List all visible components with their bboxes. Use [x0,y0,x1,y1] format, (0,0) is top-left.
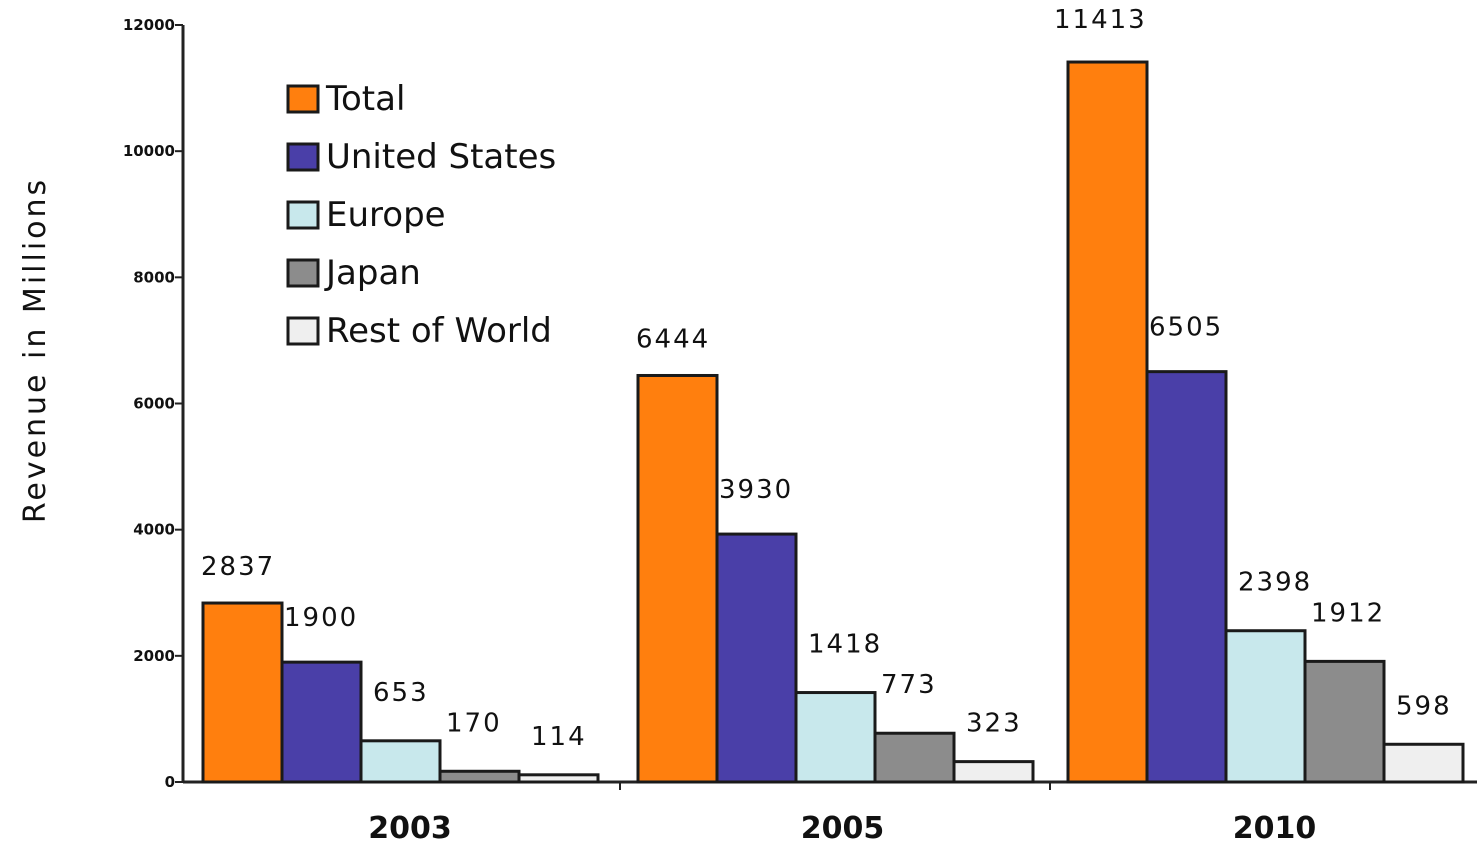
data-label: 1912 [1311,598,1385,628]
legend-label: Rest of World [326,311,552,351]
data-label: 1418 [808,630,882,660]
data-label: 773 [881,670,937,700]
bars [201,60,1465,784]
bar [280,660,363,784]
legend-swatch [286,200,320,230]
x-tick-label: 2003 [368,811,452,842]
bar [715,532,798,784]
bar [952,760,1035,784]
y-tick-label: 4000 [133,521,175,539]
legend-label: Total [325,79,405,119]
data-label: 323 [966,709,1022,739]
legend-swatch [286,316,320,346]
data-labels: 2837 1900 653 170 114 6444 3930 1418 773 323 11413… [201,5,1452,752]
bar [873,731,956,784]
x-tick-label: 2010 [1233,811,1317,842]
y-tick-label: 2000 [133,647,175,665]
data-label: 114 [531,722,587,752]
data-label: 3930 [719,475,793,505]
legend-swatch [286,84,320,114]
data-label: 1900 [284,603,358,633]
bar [794,691,877,784]
y-tick-label: 0 [165,773,175,791]
bar [1382,742,1465,784]
y-tick-label: 10000 [123,142,175,160]
legend-swatch [286,258,320,288]
legend: Total United States Europe Japan Rest of Wor… [286,79,556,351]
bar [517,773,600,784]
data-label: 11413 [1054,5,1147,35]
x-ticks: 2003 2005 2010 [368,782,1316,842]
bar [1145,370,1228,784]
legend-label: United States [326,137,556,177]
y-tick-label: 8000 [133,268,175,286]
data-label: 2398 [1238,568,1312,598]
y-axis-label: Revenue in Millions [18,177,53,523]
legend-label: Japan [324,253,421,293]
data-label: 6505 [1149,313,1223,343]
bar [359,739,442,784]
data-label: 170 [446,708,502,738]
data-label: 2837 [201,552,275,582]
bar [1224,629,1307,784]
y-tick-label: 6000 [133,395,175,413]
y-ticks: 0 2000 4000 6000 8000 10000 12000 [123,16,183,791]
y-tick-label: 12000 [123,16,175,34]
data-label: 6444 [636,324,710,354]
bar [636,373,719,784]
legend-label: Europe [326,195,446,235]
bar [1066,60,1149,784]
bar [1303,659,1386,784]
bar [438,769,521,784]
x-tick-label: 2005 [801,811,885,842]
legend-swatch [286,142,320,172]
data-label: 653 [373,678,429,708]
data-label: 598 [1396,691,1452,721]
bar [201,601,284,784]
